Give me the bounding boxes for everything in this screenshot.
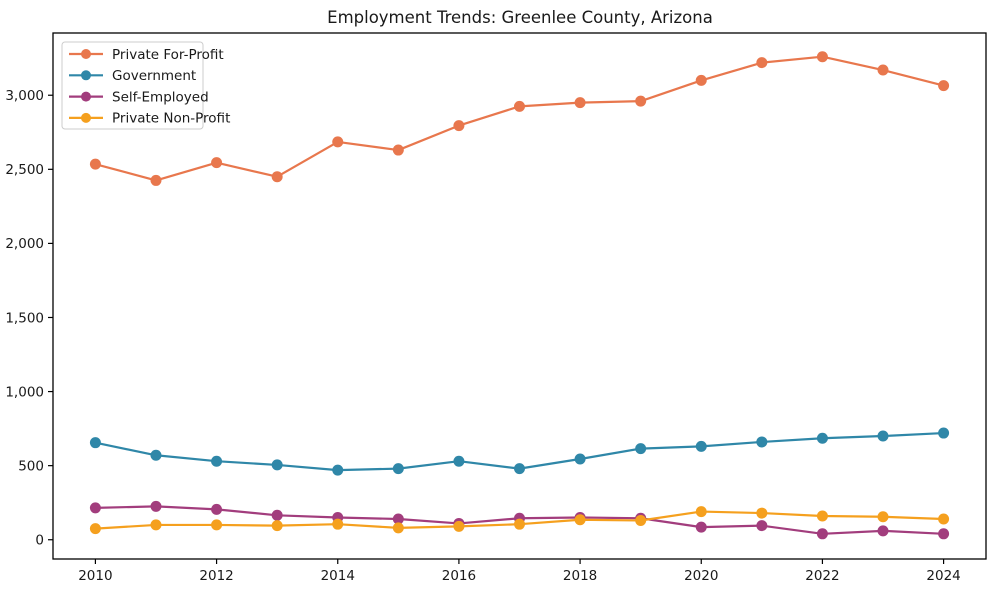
data-point-private-non-profit-2014 [332, 518, 344, 530]
y-tick-label: 1,500 [5, 310, 44, 326]
data-point-private-for-profit-2020 [695, 74, 707, 86]
data-point-private-non-profit-2018 [574, 514, 586, 526]
x-tick-label: 2020 [684, 568, 718, 584]
data-point-government-2022 [816, 432, 828, 444]
legend-label: Private For-Profit [112, 47, 224, 63]
y-tick-label: 3,000 [5, 88, 44, 104]
data-point-private-non-profit-2012 [211, 519, 223, 531]
data-point-private-for-profit-2015 [392, 144, 404, 156]
data-point-self-employed-2020 [695, 521, 707, 533]
legend-box [61, 41, 204, 130]
data-point-private-for-profit-2011 [150, 174, 162, 186]
data-point-government-2011 [150, 449, 162, 461]
data-point-private-for-profit-2019 [635, 95, 647, 107]
y-tick-label: 2,000 [5, 236, 44, 252]
data-point-private-for-profit-2023 [877, 64, 889, 76]
data-point-self-employed-2024 [938, 528, 950, 540]
data-point-government-2017 [514, 463, 525, 475]
plot-frame [52, 32, 987, 560]
data-point-private-for-profit-2010 [89, 158, 101, 170]
x-tick-label: 2012 [199, 568, 233, 584]
data-point-self-employed-2010 [89, 502, 101, 514]
data-point-private-for-profit-2018 [574, 97, 586, 109]
data-point-government-2024 [938, 427, 950, 439]
data-point-government-2014 [332, 464, 344, 476]
data-point-government-2015 [392, 463, 404, 475]
x-tick-label: 2010 [78, 568, 112, 584]
data-point-self-employed-2012 [211, 503, 223, 515]
data-point-private-for-profit-2016 [453, 120, 465, 132]
data-point-private-for-profit-2021 [756, 57, 768, 69]
data-point-government-2023 [877, 430, 889, 442]
data-point-private-non-profit-2011 [150, 519, 162, 531]
data-point-government-2013 [271, 459, 283, 471]
data-point-government-2018 [574, 453, 586, 465]
chart-title: Employment Trends: Greenlee County, Ariz… [327, 8, 713, 27]
data-point-private-non-profit-2015 [392, 522, 404, 534]
data-point-self-employed-2021 [756, 520, 768, 532]
data-point-government-2016 [453, 455, 465, 467]
data-point-private-for-profit-2024 [938, 80, 950, 92]
data-point-private-for-profit-2013 [271, 171, 283, 183]
data-point-private-non-profit-2023 [877, 511, 889, 523]
y-tick-label: 500 [18, 458, 44, 474]
x-tick-label: 2024 [926, 568, 960, 584]
legend-label: Government [112, 68, 196, 84]
legend-label: Private Non-Profit [112, 111, 230, 127]
legend-item-government: Government [69, 68, 196, 84]
y-tick-label: 0 [35, 533, 44, 549]
data-point-private-non-profit-2013 [271, 520, 283, 532]
data-point-private-non-profit-2024 [938, 513, 950, 525]
data-point-private-non-profit-2022 [816, 510, 828, 522]
data-point-self-employed-2013 [271, 509, 283, 521]
data-point-government-2020 [695, 440, 707, 452]
legend-label: Self-Employed [112, 89, 209, 105]
legend-item-self-employed: Self-Employed [69, 89, 209, 105]
x-tick-label: 2022 [805, 568, 839, 584]
data-point-self-employed-2022 [816, 528, 828, 540]
data-point-government-2010 [89, 437, 101, 449]
data-point-private-non-profit-2010 [89, 523, 101, 535]
data-point-self-employed-2023 [877, 525, 889, 537]
x-tick-label: 2018 [563, 568, 597, 584]
data-point-private-non-profit-2019 [635, 514, 647, 526]
legend-marker-dot-icon [81, 112, 91, 123]
data-point-private-for-profit-2012 [211, 157, 223, 169]
data-point-self-employed-2011 [150, 500, 162, 512]
data-point-government-2021 [756, 436, 768, 448]
data-point-private-non-profit-2017 [514, 518, 525, 530]
data-point-private-for-profit-2022 [816, 51, 828, 63]
legend-marker-dot-icon [81, 91, 91, 102]
data-point-private-non-profit-2016 [453, 520, 465, 532]
y-tick-label: 2,500 [5, 162, 44, 178]
data-point-private-non-profit-2021 [756, 507, 768, 519]
legend-item-private-for-profit: Private For-Profit [69, 47, 224, 63]
plot-area: 0 500 1,000 1,500 2,000 2,500 3,000 2010 2012 201… [5, 32, 987, 584]
data-point-government-2012 [211, 455, 223, 467]
x-tick-label: 2014 [321, 568, 355, 584]
data-point-government-2019 [635, 443, 647, 455]
legend-item-private-non-profit: Private Non-Profit [69, 111, 230, 127]
x-tick-label: 2016 [442, 568, 476, 584]
legend: Private For-Profit Government Self-Employe… [61, 41, 230, 130]
data-point-private-for-profit-2014 [332, 136, 344, 148]
y-tick-label: 1,000 [5, 384, 44, 400]
data-point-private-for-profit-2017 [514, 100, 525, 112]
legend-marker-dot-icon [81, 49, 91, 59]
legend-marker-dot-icon [81, 70, 91, 81]
data-point-private-non-profit-2020 [695, 506, 707, 518]
data-point-self-employed-2015 [392, 513, 404, 525]
